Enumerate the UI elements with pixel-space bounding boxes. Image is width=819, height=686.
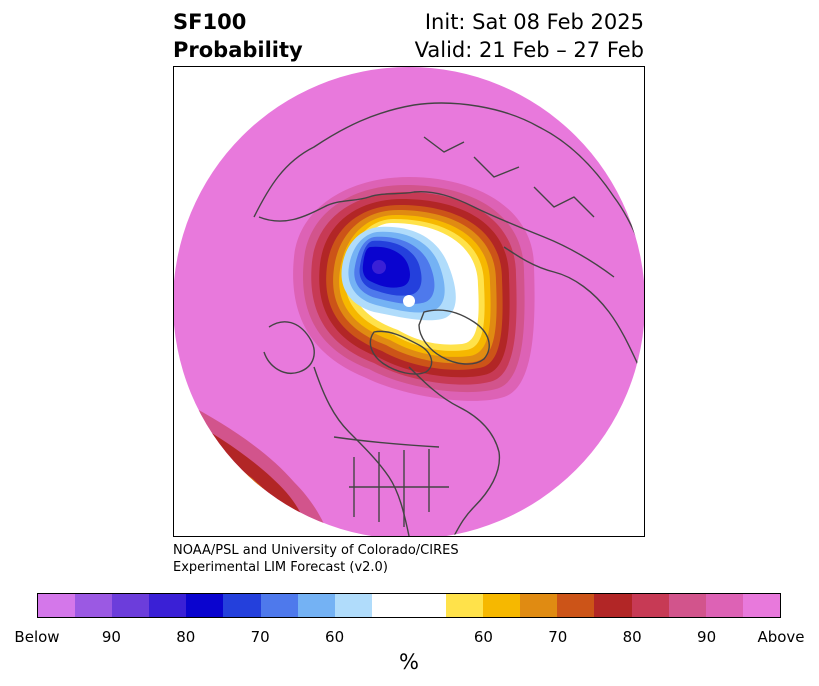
title-block-left: SF100 Probability: [173, 8, 303, 64]
coast-na-east: [408, 366, 501, 536]
colorbar-swatch: [408, 594, 447, 617]
colorbar-swatch: [112, 594, 150, 617]
coast-eurasia: [253, 102, 644, 253]
country-borders-eurasia: [423, 136, 595, 218]
colorbar-swatch: [371, 594, 409, 617]
colorbar-swatch: [483, 594, 521, 617]
border-us-canada: [333, 436, 440, 448]
variable-title: SF100: [173, 10, 247, 34]
coast-na-west: [313, 366, 410, 536]
colorbar-tick-label: 80: [622, 628, 642, 646]
probability-field: [174, 67, 644, 536]
init-date: Init: Sat 08 Feb 2025: [424, 10, 644, 34]
coast-archipelago: [369, 330, 433, 375]
colorbar-swatch: [594, 594, 632, 617]
field-se-80: [564, 462, 644, 536]
coast-greenland: [418, 309, 490, 365]
credit-text: NOAA/PSL and University of Colorado/CIRE…: [173, 542, 459, 576]
colorbar-tick-label: 70: [548, 628, 568, 646]
colorbar-swatch: [557, 594, 595, 617]
state-borders: [349, 449, 449, 527]
credit-line-2: Experimental LIM Forecast (v2.0): [173, 560, 388, 575]
field-cold-90: [372, 260, 386, 274]
colorbar-swatch: [705, 594, 743, 617]
map-svg: [174, 67, 644, 536]
colorbar-tick-label: Above: [757, 628, 805, 646]
coastlines: [253, 102, 644, 536]
forecast-map: [173, 66, 645, 537]
colorbar-swatch: [520, 594, 558, 617]
coast-europe: [503, 246, 644, 378]
colorbar-tick-label: 90: [697, 628, 717, 646]
product-title: Probability: [173, 38, 303, 62]
colorbar-tick-label: 80: [176, 628, 196, 646]
colorbar-tick-label: Below: [14, 628, 60, 646]
colorbar-swatch: [631, 594, 669, 617]
colorbar-swatch: [334, 594, 372, 617]
colorbar-tick-label: 90: [101, 628, 121, 646]
title-block-right: Init: Sat 08 Feb 2025 Valid: 21 Feb – 27…: [415, 8, 644, 64]
colorbar-swatch: [297, 594, 335, 617]
valid-range: Valid: 21 Feb – 27 Feb: [414, 38, 644, 62]
colorbar-swatch: [186, 594, 224, 617]
colorbar-swatch: [149, 594, 187, 617]
colorbar-swatch: [742, 594, 780, 617]
colorbar-tick-label: 60: [473, 628, 493, 646]
colorbar-swatch: [223, 594, 261, 617]
colorbar-swatch: [446, 594, 484, 617]
colorbar-swatch: [260, 594, 298, 617]
colorbar-tick-label: 60: [325, 628, 345, 646]
field-cold-80: [362, 246, 410, 288]
credit-line-1: NOAA/PSL and University of Colorado/CIRE…: [173, 543, 459, 558]
colorbar-tick-label: 70: [250, 628, 270, 646]
colorbar: [37, 593, 781, 618]
colorbar-swatch: [668, 594, 706, 617]
colorbar-swatch: [75, 594, 113, 617]
field-pole-dot: [403, 295, 415, 307]
coast-arctic-siberia: [258, 190, 615, 278]
colorbar-unit-label: %: [399, 650, 419, 674]
colorbar-swatch: [38, 594, 76, 617]
coast-alaska: [263, 321, 315, 374]
